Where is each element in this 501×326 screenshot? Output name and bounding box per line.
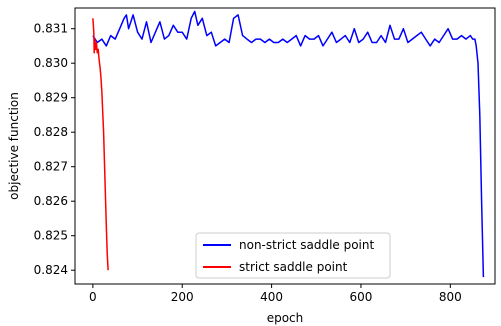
y-axis-label: objective function: [7, 92, 21, 200]
legend-label-strict: strict saddle point: [239, 260, 348, 274]
y-tick-label: 0.824: [34, 263, 68, 277]
x-tick-label: 400: [260, 290, 283, 304]
series-line-0: [92, 10, 485, 278]
y-axis: 0.824 0.825 0.826 0.827 0.828 0.829 0.830 0.831: [34, 22, 75, 277]
y-tick-label: 0.825: [34, 229, 68, 243]
x-tick-label: 800: [439, 290, 462, 304]
x-tick-label: 0: [89, 290, 97, 304]
legend-box: [195, 232, 391, 279]
y-tick-label: 0.831: [34, 22, 68, 36]
legend: non-strict saddle point strict saddle po…: [195, 232, 391, 279]
plot-frame: [74, 7, 496, 285]
x-tick-label: 600: [350, 290, 373, 304]
y-tick-label: 0.830: [34, 56, 68, 70]
x-tick-label: 200: [171, 290, 194, 304]
x-axis: 0 200 400 600 800: [89, 284, 462, 304]
y-tick-label: 0.829: [34, 91, 68, 105]
y-tick-label: 0.827: [34, 160, 68, 174]
legend-label-non-strict: non-strict saddle point: [239, 238, 374, 252]
x-axis-label: epoch: [267, 311, 304, 325]
y-tick-label: 0.826: [34, 194, 68, 208]
y-tick-label: 0.828: [34, 125, 68, 139]
series-layer: [92, 10, 485, 278]
series-line-1: [92, 18, 109, 271]
